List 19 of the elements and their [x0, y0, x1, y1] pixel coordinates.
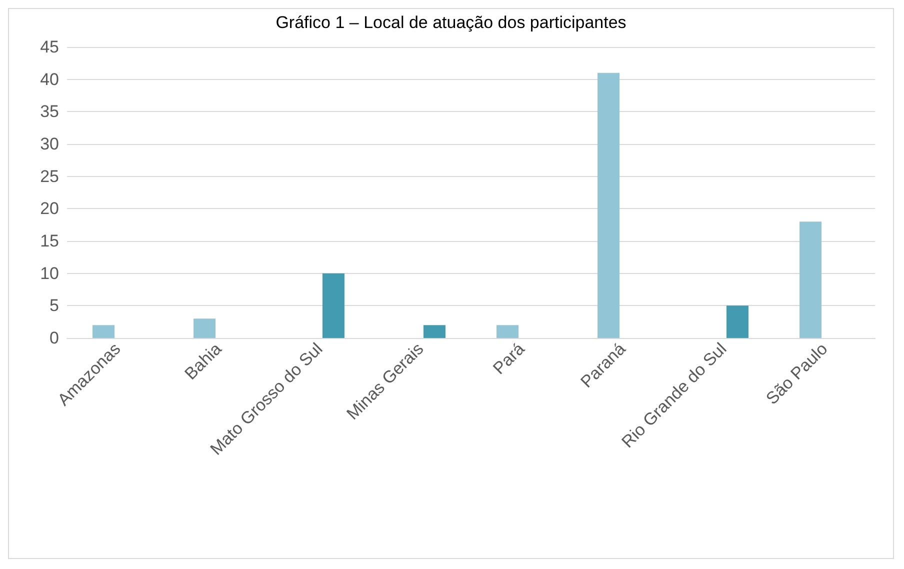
y-tick-label: 35 [40, 102, 59, 122]
y-tick-label: 0 [50, 328, 59, 348]
y-tick-label: 5 [50, 296, 59, 316]
y-tick-label: 20 [40, 199, 59, 218]
y-tick-label: 40 [40, 70, 59, 89]
chart-title: Gráfico 1 – Local de atuação dos participantes [276, 13, 626, 32]
bar [496, 325, 519, 338]
bar [92, 325, 115, 338]
bar [423, 325, 446, 338]
y-tick-label: 15 [40, 232, 59, 250]
y-tick-label: 10 [40, 264, 59, 283]
y-tick-label: 25 [40, 166, 59, 186]
bar [194, 318, 216, 338]
bar [322, 273, 344, 338]
bar [800, 222, 822, 338]
bar [726, 306, 748, 338]
y-tick-label: 45 [40, 38, 59, 56]
bar [598, 72, 620, 338]
y-tick-label: 30 [40, 134, 59, 154]
